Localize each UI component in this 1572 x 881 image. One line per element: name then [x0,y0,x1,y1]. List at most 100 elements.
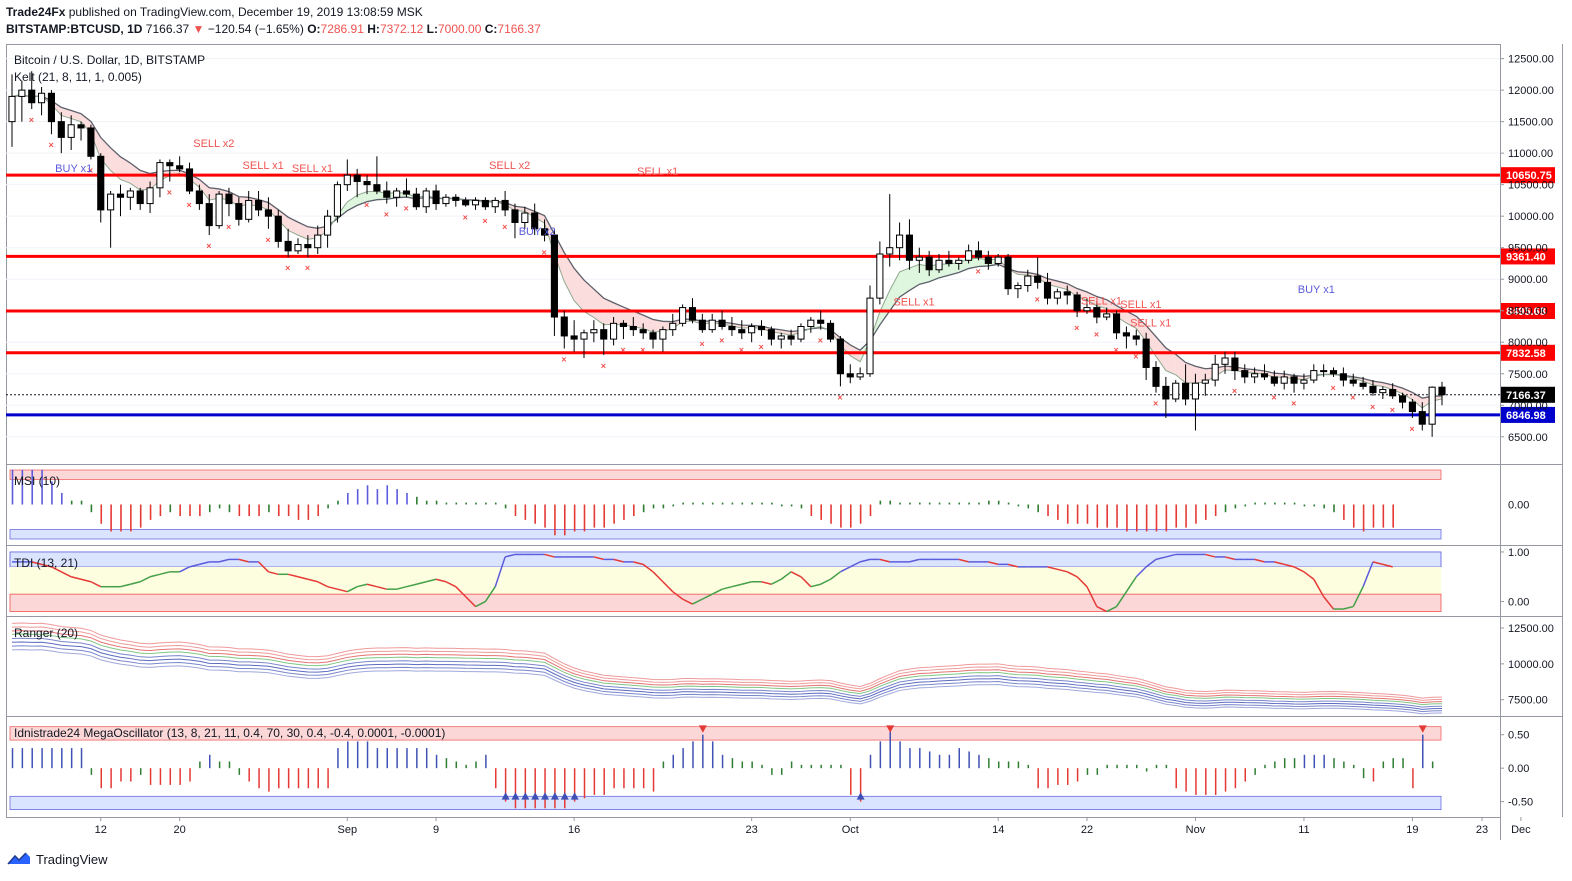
candle-body [462,199,470,206]
candle-body [570,335,578,340]
candle-body [195,190,203,205]
tdi-line-segment [307,578,318,583]
keltner-fill [889,271,900,311]
msi-oversold-band [9,529,1442,540]
price-tick-label: 8000.00 [1508,337,1548,349]
candle-body [1408,401,1416,413]
tdi-line-segment [455,586,467,598]
tdi-tick-label: 0.00 [1508,597,1529,609]
candle-body [531,212,539,230]
price-tick-label: 9000.00 [1508,274,1548,286]
tdi-tick-label: 1.00 [1508,547,1529,559]
ohlc-line: BITSTAMP:BTCUSD, 1D 7166.37 ▼ −120.54 (−… [6,21,1506,38]
sell-cross-marker: × [167,188,172,198]
tdi-line-segment [504,553,516,558]
tdi-line-segment [31,561,42,566]
candle-body [126,190,134,198]
mega-buy-triangle-icon [570,792,579,800]
candle-body [708,319,716,331]
keltner-fill [1146,325,1156,357]
tdi-line-segment [1066,571,1078,578]
time-tick-label: 23 [1476,824,1488,836]
keltner-fill [298,222,308,240]
sell-signal-label: SELL x2 [489,160,530,172]
tdi-line-segment [849,561,861,568]
keltner-fill [347,195,358,211]
candle-body [1162,385,1170,400]
sell-signal-label: SELL x1 [1120,299,1161,311]
candle-body [67,124,75,138]
footer-brand[interactable]: TradingView [36,851,108,867]
mega-tick-label: 0.00 [1508,763,1529,775]
candle-body [600,329,608,340]
tdi-line-segment [761,581,772,585]
sell-cross-marker: × [305,263,310,273]
keltner-fill [1412,392,1423,408]
tdi-line-segment [642,563,654,573]
tdi-upper-band [9,551,1442,568]
last-price-label: 7166.37 [1506,390,1546,402]
ranger-pane: 12500.00 10000.00 7500.00 [11,622,1554,715]
tdi-line-segment [1323,596,1335,610]
candle-body [1359,382,1367,387]
keltner-fill [1195,366,1206,383]
keltner-fill [1363,378,1373,385]
mega-buy-triangle-icon [511,792,520,800]
candle-body [639,329,647,334]
tdi-pane-title: TDI (13, 21) [14,556,78,570]
ranger-tick-label: 12500.00 [1508,623,1554,635]
horizontal-levels: 10650.75 9361.40 8495.68 7832.58 6846.98 7166… [6,167,1555,423]
candle-body [974,250,983,258]
level-price-label: 10650.75 [1506,170,1552,182]
keltner-fill [278,209,289,231]
candle-body [432,190,440,205]
ranger-band-line [11,637,1443,708]
ranger-band-line [11,630,1443,704]
candle-body [393,190,401,198]
candle-body [679,307,687,324]
candle-body [511,209,519,223]
tdi-line-segment [1352,586,1364,607]
tdi-line-segment [711,588,723,595]
candle-body [185,168,194,192]
keltner-fill [574,268,584,312]
candle-body [669,322,677,331]
ranger-pane-title: Ranger (20) [14,626,78,640]
tdi-line-segment [1096,605,1108,613]
candle-body [1221,357,1229,365]
keltner-fill [879,290,890,325]
tdi-line-segment [139,576,151,583]
tdi-line-segment [51,566,62,573]
open-label: O: [307,22,321,36]
time-tick-label: 12 [95,824,107,836]
tdi-line-segment [1135,566,1147,578]
tdi-line-segment [494,556,506,587]
candles: × × × × × × × × × × × × × × × × × × × × × × × × × × × × × × × × × × × × × × × ×… [8,71,1446,437]
open-value: 7286.91 [320,22,364,36]
footer: TradingView [6,850,108,868]
candle-body [146,187,154,205]
time-tick-label: Oct [842,824,859,836]
candle-body [797,325,805,340]
candle-body [1073,294,1081,312]
candle-body [540,228,549,236]
sell-cross-marker: × [837,392,842,402]
sell-cross-marker: × [502,222,507,232]
level-price-badge [1501,406,1555,423]
price-tick-label: 11000.00 [1508,148,1553,160]
candle-body [787,335,795,340]
level-price-label: 9361.40 [1506,251,1546,263]
candle-body [1191,382,1200,400]
candle-body [1201,379,1209,384]
ranger-band-line [11,641,1443,710]
low-value: 7000.00 [438,22,482,36]
tdi-line-segment [771,578,782,585]
publisher-name[interactable]: Trade24Fx [6,5,66,19]
candle-body [619,322,628,327]
candle-body [856,373,864,378]
time-axis: 1220Sep91623Oct1422Nov1119Dec923 [95,817,1531,836]
candle-body [718,319,726,327]
mega-upper-band [9,726,1442,741]
tradingview-logo-icon [7,852,30,865]
